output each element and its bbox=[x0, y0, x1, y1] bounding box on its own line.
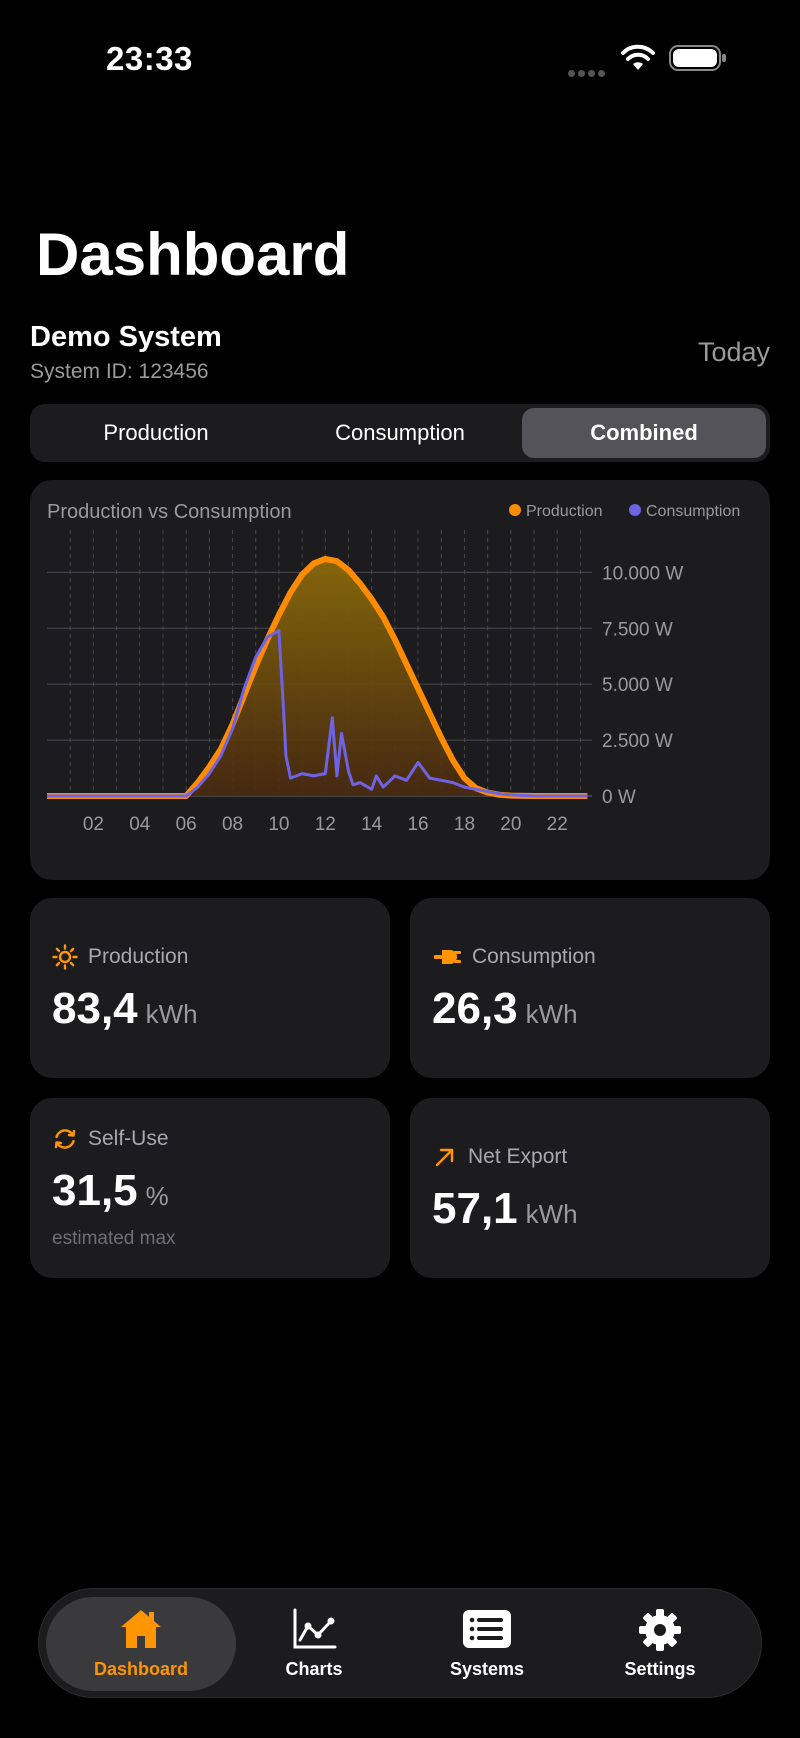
segment-combined[interactable]: Combined bbox=[522, 408, 766, 458]
x-tick-label: 12 bbox=[315, 814, 336, 835]
legend-production-label: Production bbox=[526, 503, 603, 520]
chart-card: Production vs Consumption Production Con… bbox=[30, 480, 770, 880]
y-tick-label: 2.500 W bbox=[602, 731, 673, 752]
list-icon bbox=[463, 1610, 511, 1648]
self-use-note: estimated max bbox=[52, 1228, 176, 1249]
tab-charts-label: Charts bbox=[285, 1659, 343, 1679]
consumption-stat-card[interactable]: Consumption 26,3 kWh bbox=[410, 898, 770, 1078]
production-stat-value: 83,4 bbox=[52, 984, 138, 1033]
net-export-stat-card[interactable]: Net Export 57,1 kWh bbox=[410, 1098, 770, 1278]
sun-icon bbox=[52, 944, 78, 970]
x-tick-label: 18 bbox=[454, 814, 475, 835]
system-id: System ID: 123456 bbox=[30, 360, 209, 383]
tab-systems-label: Systems bbox=[449, 1659, 525, 1679]
y-tick-label: 0 W bbox=[602, 787, 636, 808]
consumption-line bbox=[47, 629, 588, 798]
production-area bbox=[47, 558, 588, 796]
x-tick-label: 22 bbox=[547, 814, 568, 835]
consumption-stat-unit: kWh bbox=[525, 999, 578, 1029]
tab-bar: Dashboard Charts Systems bbox=[38, 1588, 762, 1698]
segment-consumption[interactable]: Consumption bbox=[335, 420, 465, 445]
x-tick-label: 04 bbox=[129, 814, 151, 835]
wifi-icon bbox=[621, 44, 655, 70]
page-title: Dashboard bbox=[36, 221, 350, 288]
y-tick-label: 7.500 W bbox=[602, 619, 673, 640]
signal-dots-icon bbox=[568, 64, 608, 82]
house-icon bbox=[121, 1610, 161, 1648]
consumption-stat-label: Consumption bbox=[472, 945, 596, 968]
system-name: Demo System bbox=[30, 321, 222, 353]
consumption-stat-value: 26,3 bbox=[432, 984, 518, 1033]
battery-icon bbox=[669, 45, 726, 71]
x-tick-label: 08 bbox=[222, 814, 243, 835]
net-export-stat-label: Net Export bbox=[468, 1145, 568, 1168]
production-stat-label: Production bbox=[88, 945, 189, 968]
segment-production[interactable]: Production bbox=[103, 420, 209, 445]
self-use-stat-unit: % bbox=[145, 1181, 169, 1211]
self-use-stat-card[interactable]: Self-Use 31,5 % estimated max bbox=[30, 1098, 390, 1278]
plug-icon bbox=[434, 950, 461, 964]
net-export-stat-value: 57,1 bbox=[432, 1184, 518, 1233]
tab-systems[interactable]: Systems bbox=[392, 1597, 582, 1691]
production-stat-unit: kWh bbox=[145, 999, 198, 1029]
gear-icon bbox=[639, 1609, 681, 1651]
y-tick-label: 10.000 W bbox=[602, 563, 683, 584]
production-stat-card[interactable]: Production 83,4 kWh bbox=[30, 898, 390, 1078]
arrow-up-right-icon bbox=[435, 1148, 454, 1167]
legend-production-dot bbox=[509, 504, 521, 516]
line-chart-icon bbox=[293, 1608, 337, 1649]
tab-settings[interactable]: Settings bbox=[565, 1597, 755, 1691]
chart-title: Production vs Consumption bbox=[47, 501, 292, 523]
self-use-stat-label: Self-Use bbox=[88, 1127, 169, 1150]
legend-consumption-label: Consumption bbox=[646, 503, 740, 520]
view-segmented-control: Production Consumption Combined bbox=[30, 404, 770, 462]
tab-settings-label: Settings bbox=[624, 1659, 696, 1679]
net-export-stat-unit: kWh bbox=[525, 1199, 578, 1229]
y-tick-label: 5.000 W bbox=[602, 675, 673, 696]
tab-charts[interactable]: Charts bbox=[219, 1597, 409, 1691]
x-tick-label: 10 bbox=[268, 814, 289, 835]
tab-dashboard[interactable]: Dashboard bbox=[46, 1597, 236, 1691]
x-tick-label: 02 bbox=[83, 814, 104, 835]
x-tick-label: 16 bbox=[407, 814, 428, 835]
legend-consumption-dot bbox=[629, 504, 641, 516]
self-use-stat-value: 31,5 bbox=[52, 1166, 138, 1215]
x-tick-label: 20 bbox=[500, 814, 521, 835]
date-range-button[interactable]: Today bbox=[697, 337, 770, 367]
x-tick-label: 14 bbox=[361, 814, 383, 835]
status-time: 23:33 bbox=[106, 40, 193, 77]
arrow-cycle-icon bbox=[54, 1129, 76, 1149]
production-consumption-chart: Production vs Consumption Production Con… bbox=[47, 501, 740, 835]
x-tick-label: 06 bbox=[176, 814, 197, 835]
tab-dashboard-label: Dashboard bbox=[93, 1659, 189, 1679]
